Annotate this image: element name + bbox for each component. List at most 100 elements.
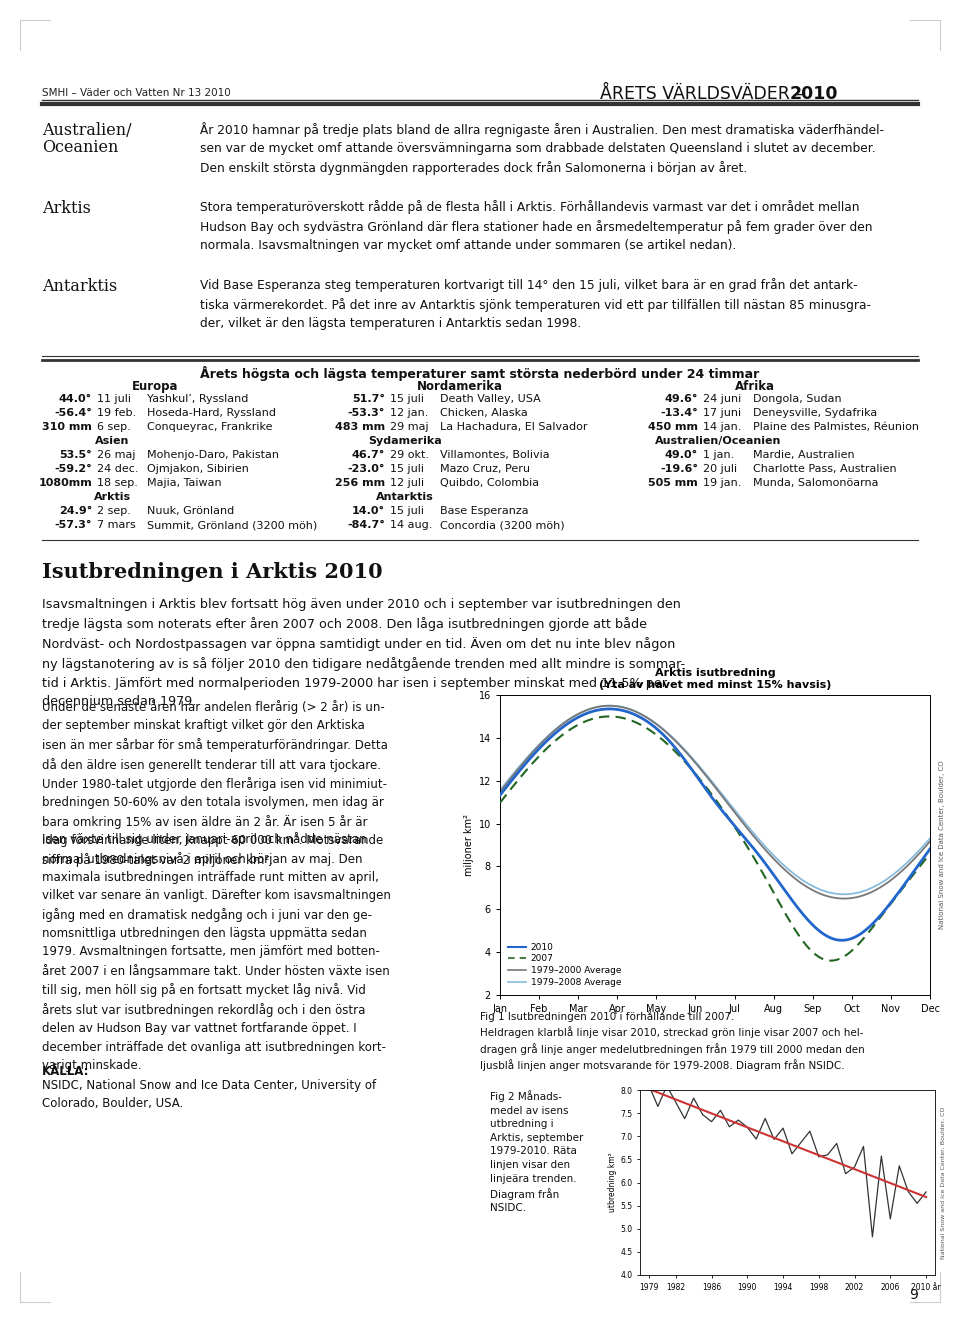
Text: Vid Base Esperanza steg temperaturen kortvarigt till 14° den 15 juli, vilket bar: Vid Base Esperanza steg temperaturen kor… [200,278,871,330]
Text: 505 mm: 505 mm [648,479,698,488]
Text: Hoseda-Hard, Ryssland: Hoseda-Hard, Ryssland [147,408,276,418]
Text: Plaine des Palmistes, Réunion: Plaine des Palmistes, Réunion [753,422,919,432]
Text: Isavsmaltningen i Arktis blev fortsatt hög även under 2010 och i september var i: Isavsmaltningen i Arktis blev fortsatt h… [42,598,685,709]
Text: Asien: Asien [95,436,130,446]
Text: KÄLLA:: KÄLLA: [42,1066,89,1077]
Text: Quibdo, Colombia: Quibdo, Colombia [440,479,540,488]
Text: Fig 2 Månads-
medel av isens
utbredning i
Arktis, september
1979-2010. Räta
linj: Fig 2 Månads- medel av isens utbredning … [490,1091,584,1214]
Text: 6 sep.: 6 sep. [97,422,131,432]
Text: Yashkul’, Ryssland: Yashkul’, Ryssland [147,394,249,405]
Text: Charlotte Pass, Australien: Charlotte Pass, Australien [753,464,897,475]
Text: 483 mm: 483 mm [335,422,385,432]
Text: 46.7°: 46.7° [351,449,385,460]
Text: 9: 9 [909,1288,918,1302]
Text: Nordamerika: Nordamerika [417,379,503,393]
Text: Australien/: Australien/ [42,122,132,139]
Text: Mazo Cruz, Peru: Mazo Cruz, Peru [440,464,530,475]
Text: Concordia (3200 möh): Concordia (3200 möh) [440,520,564,530]
Text: 19 jan.: 19 jan. [703,479,741,488]
Text: 1080mm: 1080mm [38,479,92,488]
Text: Under de senaste åren har andelen flerårig (> 2 år) is un-
der september minskat: Under de senaste åren har andelen flerår… [42,701,388,867]
Text: 29 okt.: 29 okt. [390,449,429,460]
Y-axis label: miljoner km²: miljoner km² [465,814,474,876]
Text: 19 feb.: 19 feb. [97,408,136,418]
Text: Isutbredningen i Arktis 2010: Isutbredningen i Arktis 2010 [42,562,383,582]
Text: 29 maj: 29 maj [390,422,428,432]
Legend: 2010, 2007, 1979–2000 Average, 1979–2008 Average: 2010, 2007, 1979–2000 Average, 1979–2008… [505,939,625,990]
Text: 53.5°: 53.5° [60,449,92,460]
Text: 11 juli: 11 juli [97,394,131,405]
Text: NSIDC, National Snow and Ice Data Center, University of
Colorado, Boulder, USA.: NSIDC, National Snow and Ice Data Center… [42,1079,376,1110]
Text: -56.4°: -56.4° [54,408,92,418]
Text: Europa: Europa [132,379,179,393]
Text: SMHI – Väder och Vatten Nr 13 2010: SMHI – Väder och Vatten Nr 13 2010 [42,89,230,98]
Text: Majia, Taiwan: Majia, Taiwan [147,479,222,488]
Text: 2010: 2010 [790,85,838,103]
Text: Arktis: Arktis [93,492,131,502]
Text: Fig 1 Isutbredningen 2010 i förhållande till 2007.
Heldragen klarblå linje visar: Fig 1 Isutbredningen 2010 i förhållande … [480,1010,865,1071]
Text: År 2010 hamnar på tredje plats bland de allra regnigaste åren i Australien. Den : År 2010 hamnar på tredje plats bland de … [200,122,884,176]
Text: 24 juni: 24 juni [703,394,741,405]
Text: 450 mm: 450 mm [648,422,698,432]
Text: 49.0°: 49.0° [664,449,698,460]
Text: Death Valley, USA: Death Valley, USA [440,394,540,405]
Text: 310 mm: 310 mm [42,422,92,432]
Text: 15 juli: 15 juli [390,464,424,475]
Text: -13.4°: -13.4° [660,408,698,418]
Text: 1 jan.: 1 jan. [703,449,734,460]
Text: Nuuk, Grönland: Nuuk, Grönland [147,506,234,516]
Text: -84.7°: -84.7° [348,520,385,530]
Text: Munda, Salomonöarna: Munda, Salomonöarna [753,479,878,488]
Text: Deneysville, Sydafrika: Deneysville, Sydafrika [753,408,877,418]
Text: 12 juli: 12 juli [390,479,424,488]
Text: Ojmjakon, Sibirien: Ojmjakon, Sibirien [147,464,249,475]
Text: Villamontes, Bolivia: Villamontes, Bolivia [440,449,550,460]
Text: Stora temperaturöverskott rådde på de flesta håll i Arktis. Förhållandevis varma: Stora temperaturöverskott rådde på de fl… [200,200,873,253]
Text: Australien/Oceanien: Australien/Oceanien [655,436,781,446]
Text: 14 jan.: 14 jan. [703,422,741,432]
Text: -53.3°: -53.3° [348,408,385,418]
Text: 14.0°: 14.0° [352,506,385,516]
Text: 20 juli: 20 juli [703,464,737,475]
Text: 49.6°: 49.6° [664,394,698,405]
Text: 256 mm: 256 mm [335,479,385,488]
Text: Antarktis: Antarktis [42,278,117,295]
Text: 12 jan.: 12 jan. [390,408,428,418]
Text: Dongola, Sudan: Dongola, Sudan [753,394,842,405]
Text: -57.3°: -57.3° [55,520,92,530]
Text: 24.9°: 24.9° [59,506,92,516]
Text: -19.6°: -19.6° [660,464,698,475]
Text: 15 juli: 15 juli [390,506,424,516]
Text: 18 sep.: 18 sep. [97,479,138,488]
Text: 26 maj: 26 maj [97,449,135,460]
Text: 44.0°: 44.0° [59,394,92,405]
Text: Sydamerika: Sydamerika [368,436,442,446]
Text: Mohenjo-Daro, Pakistan: Mohenjo-Daro, Pakistan [147,449,279,460]
Text: ÅRETS VÄRLDSVÄDER –: ÅRETS VÄRLDSVÄDER – [600,85,809,103]
Text: Conqueyrac, Frankrike: Conqueyrac, Frankrike [147,422,273,432]
Text: 14 aug.: 14 aug. [390,520,432,530]
Text: 24 dec.: 24 dec. [97,464,138,475]
Text: -23.0°: -23.0° [348,464,385,475]
Text: Isen växte till sig under januari-april och nådde nästan
normal utbredningsnivå : Isen växte till sig under januari-april … [42,832,391,1072]
Text: Årets högsta och lägsta temperaturer samt största nederbörd under 24 timmar: Årets högsta och lägsta temperaturer sam… [201,366,759,381]
Text: Arktis: Arktis [42,200,91,217]
Text: -59.2°: -59.2° [55,464,92,475]
Text: 17 juni: 17 juni [703,408,741,418]
Text: 7 mars: 7 mars [97,520,135,530]
Text: 15 juli: 15 juli [390,394,424,405]
Text: La Hachadura, El Salvador: La Hachadura, El Salvador [440,422,588,432]
Text: 2 sep.: 2 sep. [97,506,131,516]
Text: Summit, Grönland (3200 möh): Summit, Grönland (3200 möh) [147,520,317,530]
Title: Arktis isutbredning
(Yta av havet med minst 15% havsis): Arktis isutbredning (Yta av havet med mi… [599,669,831,690]
Text: 51.7°: 51.7° [352,394,385,405]
Y-axis label: utbredning km²: utbredning km² [609,1153,617,1212]
Text: Mardie, Australien: Mardie, Australien [753,449,854,460]
Text: National Snow and Ice Data Center, Boulder, CO: National Snow and Ice Data Center, Bould… [939,760,945,929]
Text: Oceanien: Oceanien [42,139,118,156]
Text: Afrika: Afrika [735,379,775,393]
Text: Chicken, Alaska: Chicken, Alaska [440,408,528,418]
Text: Antarktis: Antarktis [376,492,434,502]
Text: Base Esperanza: Base Esperanza [440,506,529,516]
Text: National Snow and Ice Data Center, Boulder, CO: National Snow and Ice Data Center, Bould… [941,1107,946,1259]
